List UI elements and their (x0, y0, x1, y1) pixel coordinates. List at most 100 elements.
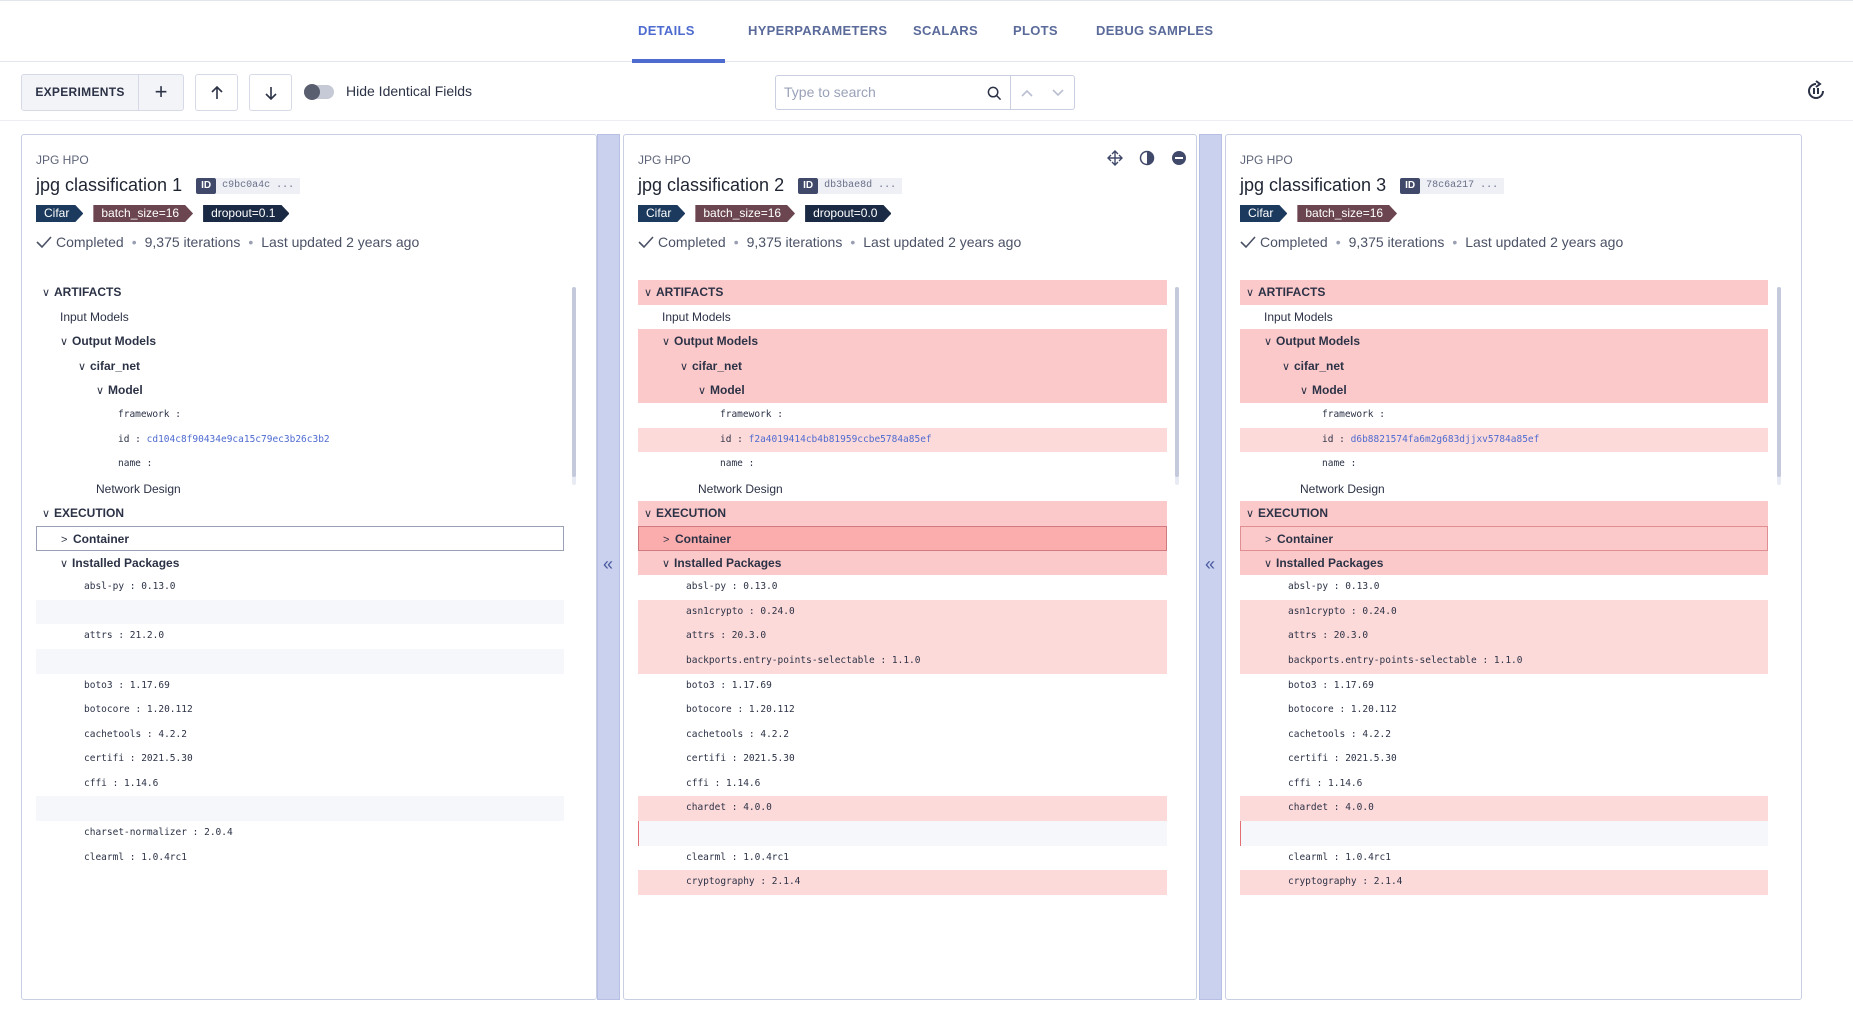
chevron-down-icon: ∨ (1264, 336, 1273, 349)
package-row: clearml : 1.0.4rc1 (1288, 851, 1391, 863)
chevron-down-icon: ∨ (1264, 557, 1273, 570)
status-text: Completed (1260, 234, 1328, 250)
tree-item-model[interactable]: ∨ Model (1240, 378, 1768, 403)
experiment-title[interactable]: jpg classification 3 (1240, 175, 1387, 195)
hide-identical-toggle[interactable] (304, 84, 334, 100)
tag: dropout=0.1 (203, 205, 289, 222)
chevron-down-icon: ∨ (42, 287, 51, 299)
tree-item-cifar-net[interactable]: ∨ cifar_net (1240, 353, 1768, 379)
tree-item-installed-packages[interactable]: ∨ Installed Packages (1240, 550, 1768, 576)
remove-experiment-icon[interactable] (1168, 147, 1190, 169)
scrollbar[interactable] (1175, 287, 1179, 485)
tree-item-network-design[interactable]: Network Design (698, 481, 783, 496)
experiments-button-group: EXPERIMENTS + (21, 74, 184, 111)
scrollbar[interactable] (1777, 287, 1781, 485)
id-label: ID (1400, 177, 1421, 194)
tag-list: Cifar batch_size=16 (1240, 205, 1407, 222)
experiment-title[interactable]: jpg classification 1 (36, 175, 183, 195)
tree-item-installed-packages[interactable]: ∨ Installed Packages (36, 551, 564, 576)
tree-item-container[interactable]: > Container (638, 525, 1167, 551)
id-badge[interactable]: ID 78c6a217 ... (1400, 177, 1505, 194)
section-execution[interactable]: ∨ EXECUTION (638, 501, 1167, 526)
chevron-down-icon[interactable] (1051, 88, 1065, 98)
chevron-down-icon: ∨ (644, 287, 653, 299)
tree-item-input-models[interactable]: Input Models (1264, 309, 1333, 324)
scrollbar[interactable] (572, 287, 576, 485)
section-execution[interactable]: ∨ EXECUTION (36, 501, 564, 526)
tree-item-installed-packages[interactable]: ∨ Installed Packages (638, 550, 1167, 576)
package-row: cryptography : 2.1.4 (1240, 870, 1768, 895)
chevron-down-icon: ∨ (662, 557, 671, 570)
field-framework: framework : (118, 408, 181, 420)
package-row: absl-py : 0.13.0 (84, 581, 176, 593)
scrollbar-thumb[interactable] (1175, 287, 1179, 477)
set-baseline-icon[interactable] (1136, 147, 1158, 169)
tree-item-container[interactable]: > Container (36, 525, 564, 551)
check-icon (1240, 236, 1256, 249)
collapse-panel-strip-2[interactable]: « (1199, 134, 1222, 1000)
package-row: certifi : 2021.5.30 (1288, 753, 1397, 765)
search-icon[interactable] (987, 86, 1002, 101)
package-row: cryptography : 2.1.4 (638, 870, 1167, 895)
tree-item-model[interactable]: ∨ Model (638, 378, 1167, 403)
package-row: botocore : 1.20.112 (1288, 704, 1397, 716)
tree-item-output-models[interactable]: ∨ Output Models (1240, 329, 1768, 354)
package-row: cffi : 1.14.6 (1288, 777, 1363, 789)
package-row: cachetools : 4.2.2 (686, 728, 789, 740)
scrollbar-thumb[interactable] (572, 287, 576, 477)
experiment-title[interactable]: jpg classification 2 (638, 175, 785, 195)
field-id: id : f2a4019414cb4b81959ccbe5784a85ef (638, 427, 1167, 453)
next-diff-button[interactable] (249, 74, 292, 111)
package-row: backports.entry-points-selectable : 1.1.… (638, 648, 1167, 674)
collapse-panel-strip-1[interactable]: « (597, 134, 620, 1000)
tree-item-input-models[interactable]: Input Models (60, 309, 129, 324)
add-experiment-button[interactable]: + (154, 79, 168, 104)
chevron-down-icon: ∨ (1300, 385, 1309, 398)
chevron-right-icon: > (61, 533, 68, 546)
package-row: cachetools : 4.2.2 (84, 728, 187, 740)
tab-hyperparameters[interactable]: HYPERPARAMETERS (748, 23, 888, 38)
id-badge[interactable]: ID db3bae8d ... (798, 177, 903, 194)
model-id-link[interactable]: cd104c8f90434e9ca15c79ec3b26c3b2 (146, 433, 330, 445)
package-row-empty (638, 821, 1167, 846)
section-artifacts[interactable]: ∨ ARTIFACTS (36, 280, 564, 305)
search-box (775, 75, 1011, 110)
previous-diff-button[interactable] (195, 74, 238, 111)
tree-item-output-models[interactable]: ∨ Output Models (36, 329, 564, 354)
section-artifacts[interactable]: ∨ ARTIFACTS (638, 280, 1167, 305)
package-row: attrs : 21.2.0 (84, 630, 165, 642)
status-text: Completed (56, 234, 124, 250)
search-input[interactable] (784, 84, 974, 100)
tree-item-network-design[interactable]: Network Design (96, 481, 181, 496)
model-id-link[interactable]: f2a4019414cb4b81959ccbe5784a85ef (748, 433, 932, 445)
tab-plots[interactable]: PLOTS (1013, 23, 1058, 38)
tree-item-output-models[interactable]: ∨ Output Models (638, 329, 1167, 354)
package-row: boto3 : 1.17.69 (84, 679, 170, 691)
tree-item-model[interactable]: ∨ Model (36, 378, 564, 403)
tree-item-input-models[interactable]: Input Models (662, 309, 731, 324)
scrollbar-thumb[interactable] (1777, 287, 1781, 477)
id-label: ID (196, 177, 217, 194)
tree-item-network-design[interactable]: Network Design (1300, 481, 1385, 496)
tree-item-container[interactable]: > Container (1240, 525, 1768, 551)
double-chevron-left-icon: « (1205, 554, 1216, 574)
package-row: asn1crypto : 0.24.0 (638, 599, 1167, 625)
tab-scalars[interactable]: SCALARS (913, 23, 978, 38)
model-id-link[interactable]: d6b8821574fa6m2g683djjxv5784a85ef (1350, 433, 1540, 445)
tree-item-cifar-net[interactable]: ∨ cifar_net (638, 353, 1167, 379)
tree-item-cifar-net[interactable]: ∨ cifar_net (36, 354, 564, 379)
tab-debug-samples[interactable]: DEBUG SAMPLES (1096, 23, 1214, 38)
chevron-down-icon: ∨ (698, 385, 707, 398)
experiments-button[interactable]: EXPERIMENTS (22, 75, 139, 110)
section-artifacts[interactable]: ∨ ARTIFACTS (1240, 280, 1768, 305)
section-execution[interactable]: ∨ EXECUTION (1240, 501, 1768, 526)
package-row: chardet : 4.0.0 (638, 796, 1167, 822)
auto-refresh-icon[interactable] (1804, 79, 1828, 103)
chevron-down-icon: ∨ (42, 508, 51, 521)
chevron-down-icon: ∨ (78, 360, 87, 373)
tag-list: Cifar batch_size=16 dropout=0.1 (36, 205, 299, 222)
id-badge[interactable]: ID c9bc0a4c ... (196, 177, 301, 194)
move-icon[interactable] (1104, 147, 1126, 169)
tab-details[interactable]: DETAILS (638, 23, 695, 38)
chevron-up-icon[interactable] (1020, 88, 1034, 98)
